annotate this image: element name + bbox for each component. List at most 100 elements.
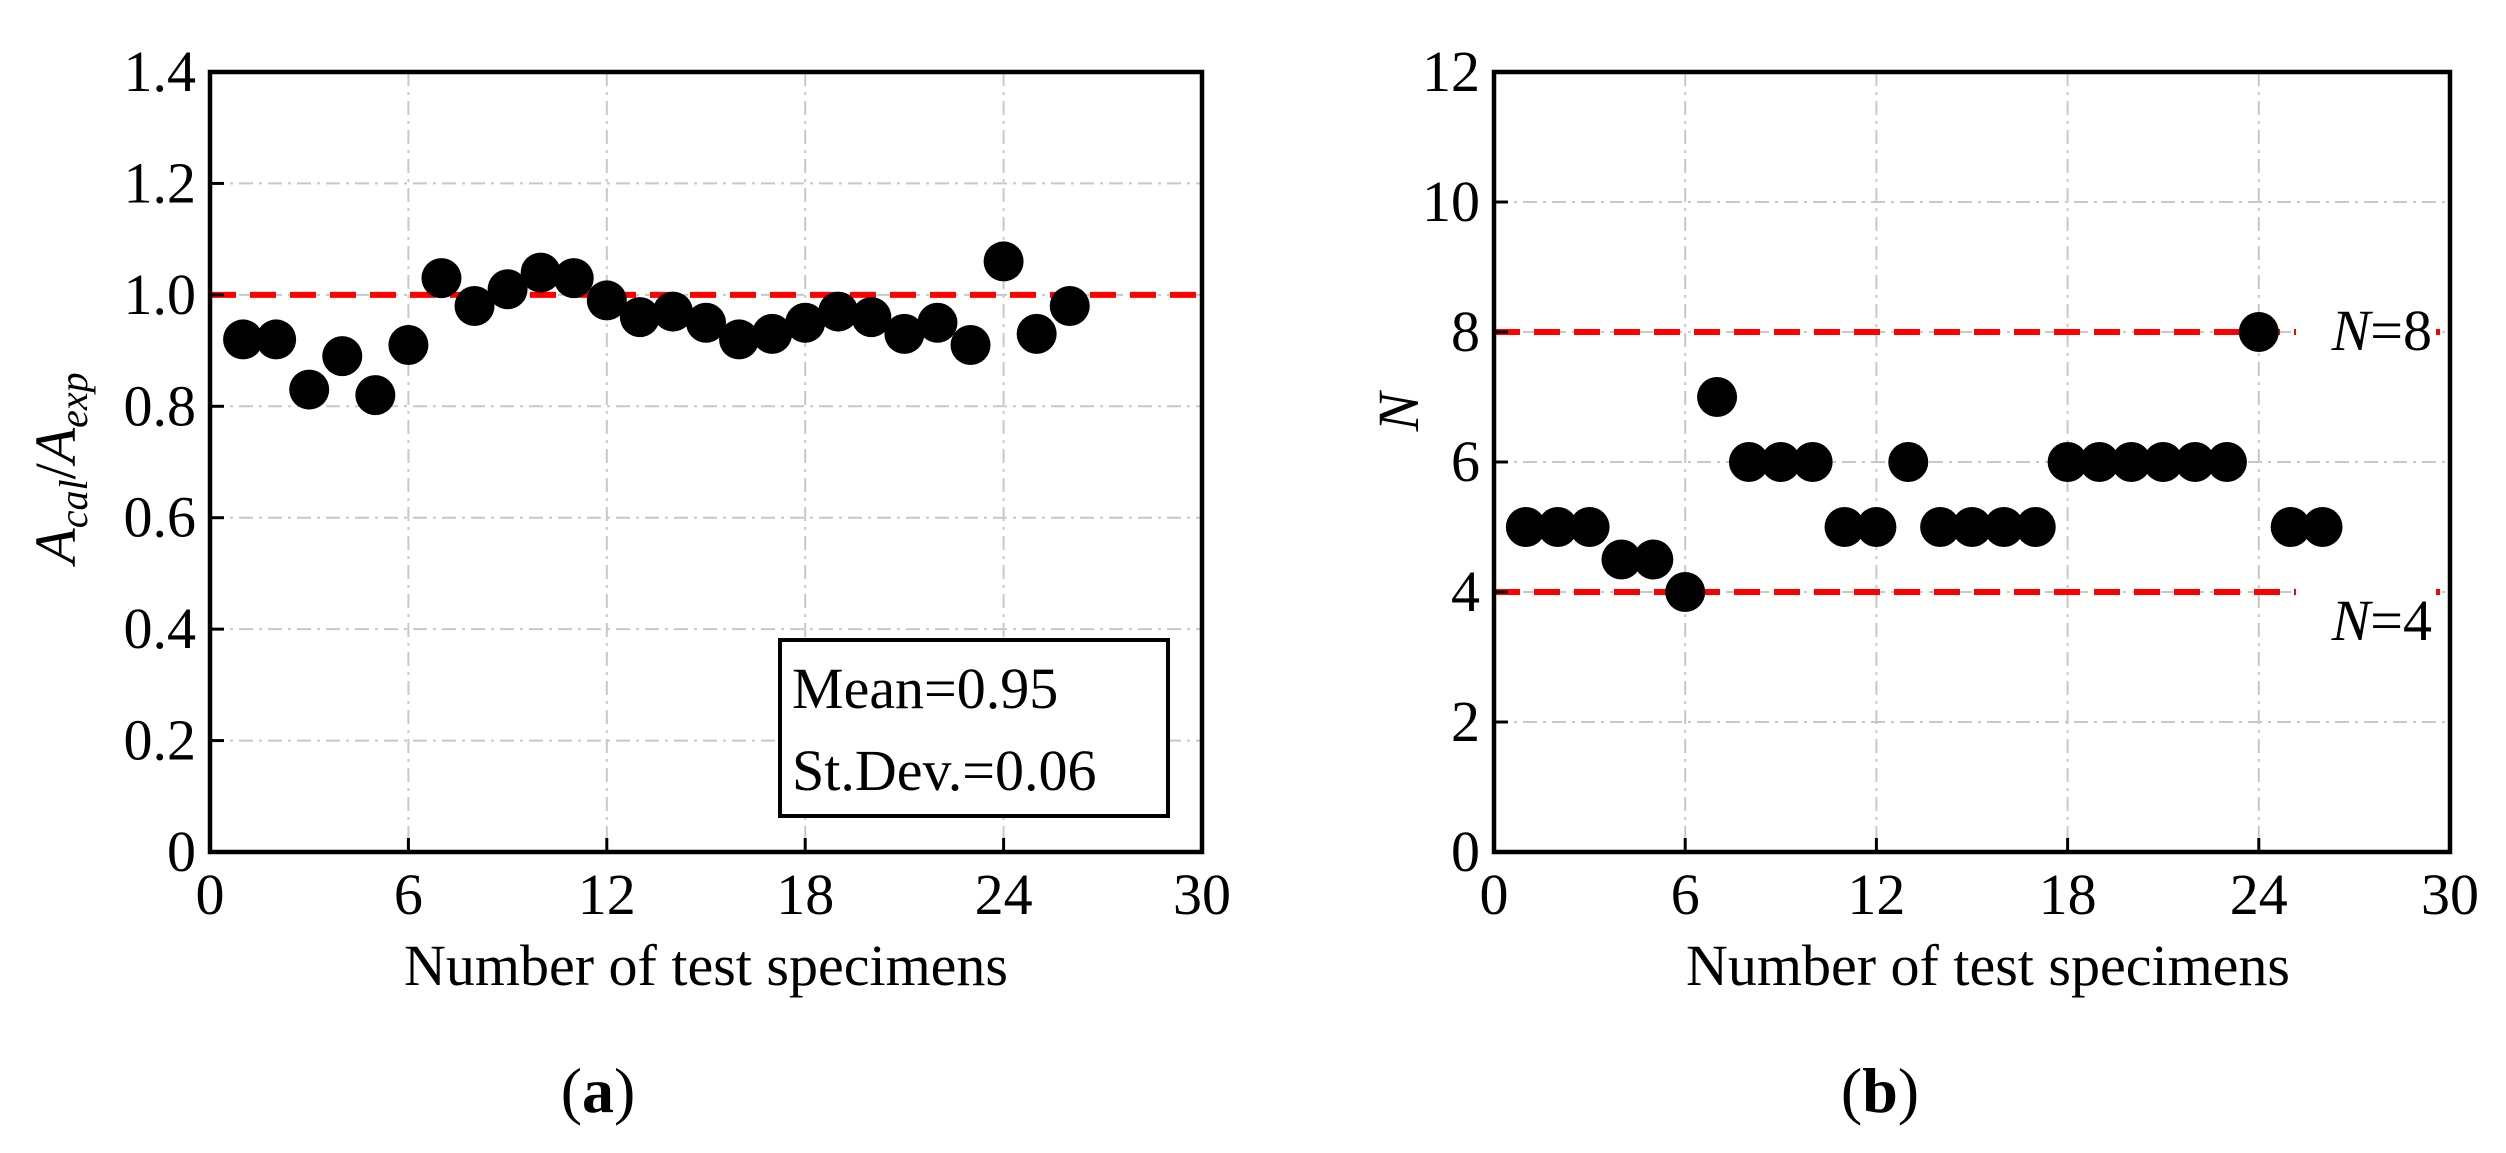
panel-a-x-tick-label: 18 (776, 862, 834, 927)
panel-b-x-tick-label: 6 (1671, 862, 1700, 927)
panel-a-data-point (322, 336, 363, 377)
panel-b-label-open: ( (1841, 1055, 1862, 1126)
panel-a-ticks (208, 70, 1204, 854)
panel-a-label-open: ( (561, 1055, 582, 1126)
panel-b-y-tick-labels: 0 2 4 6 8 10 12 (1422, 39, 1480, 884)
panel-b-ref-label-4-var: N (2331, 588, 2374, 653)
panel-b-x-tick-label: 18 (2039, 862, 2097, 927)
panel-b-ref-label-4: N=4 (2331, 588, 2432, 653)
panel-b-ref-label-4-bg (2296, 585, 2436, 659)
panel-a-data-point (586, 280, 627, 321)
panel-b-x-tick-label: 30 (2421, 862, 2479, 927)
panel-a-y-axis-title-sub2: exp (51, 372, 96, 428)
panel-b-x-tick-label: 24 (2230, 862, 2288, 927)
panel-b-reference-labels: N=8 N=4 (2296, 295, 2436, 659)
panel-b-data-point (1728, 442, 1769, 482)
panel-a-data-point (355, 375, 396, 416)
panel-a: 0 6 12 18 24 30 0 0.2 0.4 0.6 0.8 1.0 1.2 1.4 Number… (23, 39, 1231, 1126)
panel-b-data-point (1856, 507, 1897, 547)
panel-a-y-tick-label: 0.2 (124, 708, 197, 773)
panel-a-x-axis-title: Number of test specimens (404, 933, 1008, 998)
panel-b-y-tick-label: 12 (1422, 39, 1480, 104)
panel-b-data-point (1537, 507, 1578, 547)
panel-b-data-point (1824, 507, 1865, 547)
panel-a-data-point (917, 302, 958, 343)
panel-a-data-point (983, 241, 1024, 282)
panel-b-y-tick-label: 10 (1422, 169, 1480, 234)
panel-a-data-point (818, 291, 859, 332)
panel-a-y-tick-labels: 0 0.2 0.4 0.6 0.8 1.0 1.2 1.4 (124, 39, 197, 884)
panel-b-data-point (2143, 442, 2184, 482)
panel-a-y-axis-title-sub1: cal (51, 479, 96, 528)
panel-b-y-tick-label: 2 (1451, 689, 1480, 754)
panel-a-x-tick-label: 12 (578, 862, 636, 927)
panel-b-data-points (1505, 312, 2343, 612)
panel-b-data-point (2302, 507, 2343, 547)
panel-b-data-point (1792, 442, 1833, 482)
panel-a-stats-box-frame (778, 638, 1170, 818)
panel-b-ref-label-8-var: N (2331, 298, 2374, 363)
panel-a-label-letter: a (582, 1055, 614, 1126)
panel-a-data-point (256, 319, 297, 360)
panel-a-data-point (719, 319, 760, 360)
panel-b-label-letter: b (1862, 1055, 1898, 1126)
panel-b-label-close: ) (1898, 1055, 1919, 1126)
panel-a-y-tick-label: 1.0 (124, 262, 197, 327)
panel-b-data-point (2047, 442, 2088, 482)
panel-b-data-point (1569, 507, 1610, 547)
panel-a-y-tick-label: 1.2 (124, 150, 197, 215)
panel-b-data-point (1983, 507, 2024, 547)
panel-b-data-point (2270, 507, 2311, 547)
panel-a-y-axis-title-sep: / (23, 462, 88, 479)
panel-b-data-point (1952, 507, 1992, 547)
panel-a-stats-mean: Mean=0.95 (792, 656, 1058, 721)
panel-a-x-tick-label: 0 (196, 862, 225, 927)
panel-a-stats-box: Mean=0.95 St.Dev.=0.06 (778, 638, 1170, 818)
panel-a-x-tick-label: 30 (1173, 862, 1231, 927)
panel-b-y-tick-label: 4 (1451, 559, 1480, 624)
panel-a-data-point (1049, 286, 1090, 326)
panel-a-x-tick-labels: 0 6 12 18 24 30 (196, 862, 1232, 927)
panel-b-data-point (1505, 507, 1546, 547)
panel-b-x-tick-label: 0 (1480, 862, 1509, 927)
panel-b-grid (1494, 72, 2450, 852)
panel-b-y-axis-title: N (1366, 389, 1431, 432)
panel-a-y-axis-title-a2: A (23, 427, 88, 467)
panel-b-data-point (1920, 507, 1961, 547)
panel-a-data-point (487, 269, 528, 310)
panel-b-ref-label-4-rest: =4 (2370, 588, 2432, 653)
panel-a-data-point (388, 325, 429, 365)
panel-a-label: (a) (561, 1055, 636, 1126)
panel-a-data-point (785, 302, 826, 343)
panel-a-data-point (553, 258, 594, 299)
panel-b-label: (b) (1841, 1055, 1919, 1126)
panel-a-y-tick-label: 0.4 (124, 596, 197, 661)
panel-a-data-point (752, 313, 793, 354)
panel-b-y-tick-label: 8 (1451, 299, 1480, 364)
panel-a-y-tick-label: 0 (167, 819, 196, 884)
panel-b-data-point (1888, 442, 1929, 482)
panel-b-data-point (2175, 442, 2216, 482)
panel-a-data-point (851, 297, 892, 338)
panel-b-ref-label-8-bg (2296, 295, 2436, 369)
panel-a-data-point (619, 297, 660, 338)
panel-b-x-axis-title: Number of test specimens (1686, 933, 2290, 998)
panel-a-y-axis-title-a1: A (23, 528, 88, 568)
panel-b-data-point (1633, 539, 1674, 580)
panel-a-y-tick-label: 1.4 (124, 39, 197, 104)
panel-b-y-tick-label: 0 (1451, 819, 1480, 884)
panel-b-data-point (2206, 442, 2247, 482)
panel-b-x-tick-labels: 0 6 12 18 24 30 (1480, 862, 2480, 927)
panel-a-x-tick-label: 6 (394, 862, 423, 927)
panel-a-data-point (884, 313, 925, 354)
panel-b-data-point (1601, 539, 1642, 580)
panel-a-data-point (289, 369, 330, 410)
panel-b-data-point (1697, 377, 1738, 417)
panel-a-data-point (421, 258, 462, 299)
panel-a-data-point (454, 286, 495, 326)
panel-a-plot-frame (207, 69, 1205, 855)
panel-b-ticks (1492, 70, 2452, 854)
panel-b-y-tick-label: 6 (1451, 429, 1480, 494)
